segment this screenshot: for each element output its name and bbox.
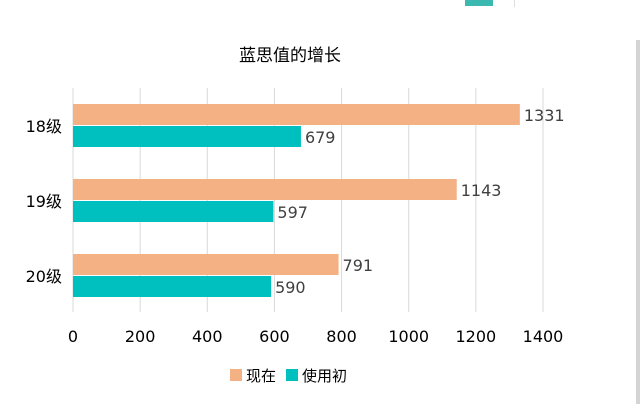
x-tick-label: 1200: [455, 327, 496, 346]
data-label: 791: [343, 256, 374, 275]
data-label: 679: [305, 128, 336, 147]
y-category-label: 19级: [26, 192, 62, 211]
data-label: 590: [275, 278, 306, 297]
data-label: 597: [277, 203, 308, 222]
legend-swatch: [230, 369, 242, 381]
legend-swatch: [286, 369, 299, 381]
right-scrollbar-edge: [636, 40, 640, 404]
y-category-label: 20级: [26, 267, 62, 286]
x-tick-label: 1000: [388, 327, 429, 346]
x-tick-label: 200: [125, 327, 156, 346]
data-label: 1331: [524, 106, 565, 125]
x-tick-label: 400: [192, 327, 223, 346]
bar-initial: [73, 276, 272, 297]
x-tick-label: 1400: [523, 327, 564, 346]
y-category-label: 18级: [26, 117, 62, 136]
bars: [73, 104, 520, 297]
bar-initial: [73, 126, 301, 147]
legend[interactable]: 现在 使用初: [230, 367, 347, 385]
bar-current: [73, 104, 520, 125]
top-divider: [514, 0, 515, 7]
axes: 0 200 400 600 800 1000 1200 1400 18级 19级 20级: [26, 117, 564, 346]
x-tick-label: 800: [326, 327, 357, 346]
bar-current: [73, 254, 339, 275]
x-tick-label: 0: [68, 327, 78, 346]
top-color-swatch: [465, 0, 493, 6]
data-labels: 1331 679 1143 597 791 590: [275, 106, 564, 297]
legend-label: 现在: [246, 367, 276, 385]
chart-title: 蓝思值的增长: [239, 46, 341, 66]
bar-initial: [73, 201, 274, 222]
bar-current: [73, 179, 457, 200]
data-label: 1143: [461, 181, 502, 200]
legend-label: 使用初: [302, 367, 347, 385]
x-tick-label: 600: [259, 327, 290, 346]
